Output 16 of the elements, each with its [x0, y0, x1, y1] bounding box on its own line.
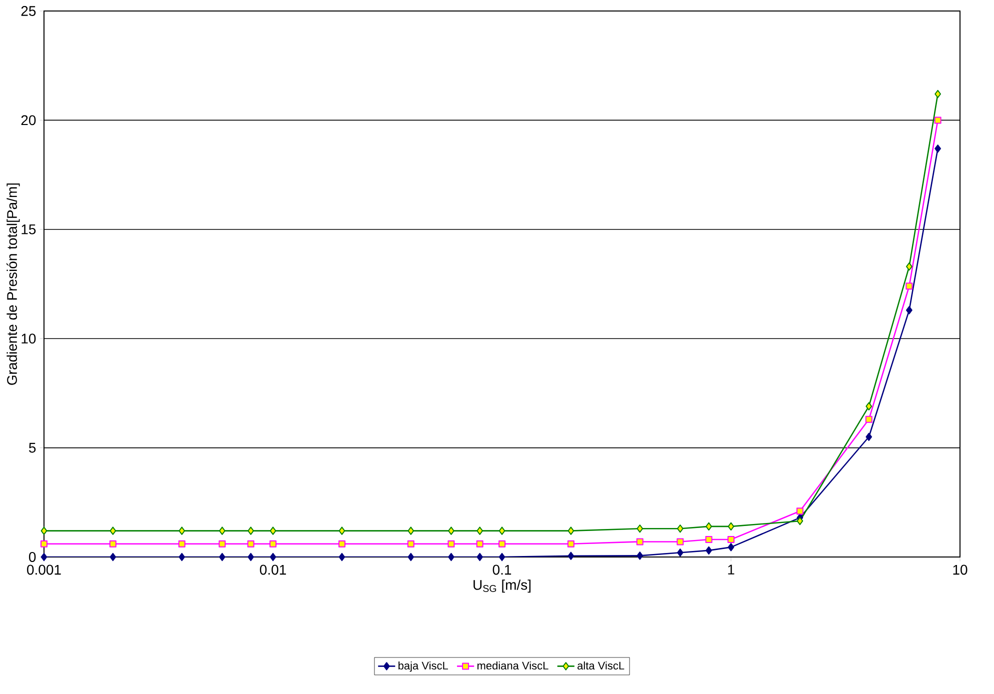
legend-label: mediana ViscL — [477, 661, 548, 670]
legend-label: baja ViscL — [398, 661, 448, 672]
y-tick-label: 5 — [28, 442, 36, 453]
x-tick-label: 0.1 — [492, 564, 512, 575]
x-axis-title: U$_{SG}$ [m/s] — [474, 580, 530, 593]
y-tick-label: 0 — [28, 552, 36, 562]
y-tick-label: 20 — [21, 115, 36, 126]
x-tick-label: 0.01 — [260, 564, 286, 575]
legend-label: alta ViscL — [578, 661, 624, 670]
x-tick-label: 0.001 — [27, 564, 61, 575]
y-tick-label: 15 — [22, 224, 36, 234]
x-tick-label: 10 — [953, 564, 968, 575]
y-tick-label: 10 — [22, 334, 36, 344]
y-tick-label: 25 — [21, 6, 36, 16]
y-axis-title: Gradiente de Presión total[Pa/m] — [6, 183, 20, 385]
x-tick-label: 1 — [728, 564, 734, 574]
